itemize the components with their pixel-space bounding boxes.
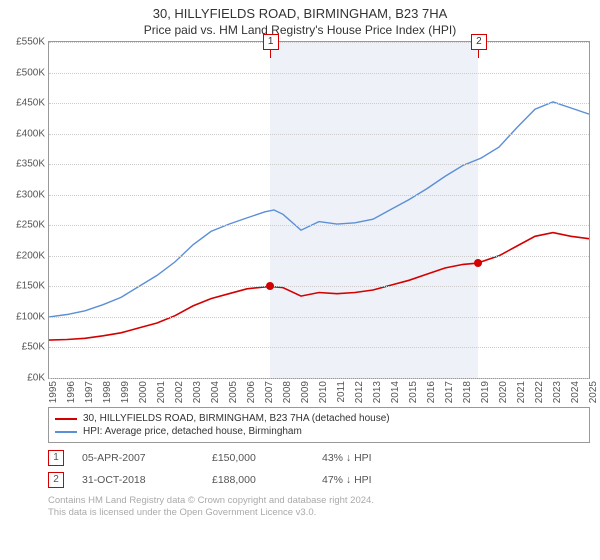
y-tick-label: £550K	[16, 37, 49, 48]
sale-date: 05-APR-2007	[82, 452, 212, 464]
plot-region: £0K£50K£100K£150K£200K£250K£300K£350K£40…	[48, 41, 590, 379]
sale-vs-hpi: 43% ↓ HPI	[322, 452, 432, 464]
sale-date: 31-OCT-2018	[82, 474, 212, 486]
sale-row: 2 31-OCT-2018£188,00047% ↓ HPI	[48, 469, 590, 491]
legend-label: 30, HILLYFIELDS ROAD, BIRMINGHAM, B23 7H…	[83, 413, 390, 424]
y-tick-label: £450K	[16, 98, 49, 109]
legend-swatch	[55, 431, 77, 433]
chart-container: 30, HILLYFIELDS ROAD, BIRMINGHAM, B23 7H…	[0, 0, 600, 560]
sale-marker-dot	[474, 259, 482, 267]
y-tick-label: £400K	[16, 128, 49, 139]
sale-id-box: 2	[48, 472, 64, 488]
sale-marker-tick	[478, 50, 479, 58]
legend: 30, HILLYFIELDS ROAD, BIRMINGHAM, B23 7H…	[48, 407, 590, 443]
sale-marker-dot	[266, 282, 274, 290]
legend-item: 30, HILLYFIELDS ROAD, BIRMINGHAM, B23 7H…	[55, 412, 583, 425]
sale-marker-box: 2	[471, 34, 487, 50]
y-tick-label: £250K	[16, 220, 49, 231]
gridline	[49, 347, 589, 348]
chart-area: £0K£50K£100K£150K£200K£250K£300K£350K£40…	[48, 41, 590, 401]
gridline	[49, 42, 589, 43]
footer-line-1: Contains HM Land Registry data © Crown c…	[48, 495, 590, 507]
chart-subtitle: Price paid vs. HM Land Registry's House …	[0, 21, 600, 41]
sale-marker-box: 1	[263, 34, 279, 50]
legend-swatch	[55, 418, 77, 420]
y-tick-label: £150K	[16, 281, 49, 292]
gridline	[49, 225, 589, 226]
y-tick-label: £50K	[22, 342, 49, 353]
sales-table: 1 05-APR-2007£150,00043% ↓ HPI 2 31-OCT-201…	[48, 447, 590, 491]
footer-attribution: Contains HM Land Registry data © Crown c…	[48, 495, 590, 520]
gridline	[49, 134, 589, 135]
y-tick-label: £500K	[16, 67, 49, 78]
footer-line-2: This data is licensed under the Open Gov…	[48, 507, 590, 519]
sale-marker-tick	[270, 50, 271, 58]
legend-label: HPI: Average price, detached house, Birm…	[83, 426, 302, 437]
x-tick-label: 2025	[588, 381, 600, 403]
y-tick-label: £200K	[16, 250, 49, 261]
y-tick-label: £0K	[27, 373, 49, 384]
gridline	[49, 73, 589, 74]
gridline	[49, 103, 589, 104]
gridline	[49, 378, 589, 379]
gridline	[49, 286, 589, 287]
y-tick-label: £300K	[16, 189, 49, 200]
line-series-svg	[49, 42, 589, 378]
gridline	[49, 195, 589, 196]
gridline	[49, 317, 589, 318]
sale-vs-hpi: 47% ↓ HPI	[322, 474, 432, 486]
gridline	[49, 256, 589, 257]
gridline	[49, 164, 589, 165]
y-tick-label: £350K	[16, 159, 49, 170]
sale-price: £150,000	[212, 452, 322, 464]
sale-price: £188,000	[212, 474, 322, 486]
sale-row: 1 05-APR-2007£150,00043% ↓ HPI	[48, 447, 590, 469]
legend-item: HPI: Average price, detached house, Birm…	[55, 425, 583, 438]
y-tick-label: £100K	[16, 311, 49, 322]
sale-id-box: 1	[48, 450, 64, 466]
chart-title: 30, HILLYFIELDS ROAD, BIRMINGHAM, B23 7H…	[0, 0, 600, 21]
